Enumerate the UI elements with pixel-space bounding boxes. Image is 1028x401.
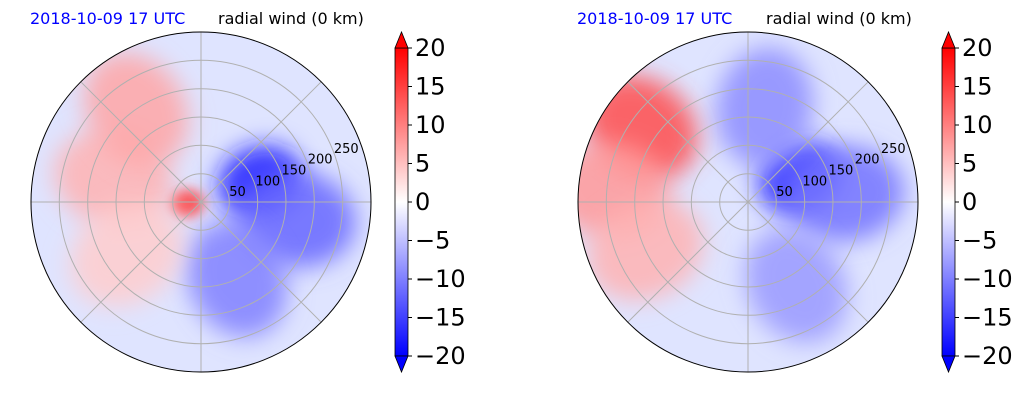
colorbar-tick-label: −10 <box>415 265 466 293</box>
chart-title: radial wind (0 km) <box>218 9 364 28</box>
colorbar-tick-label: 5 <box>415 150 430 178</box>
azimuth-gridline <box>627 81 749 203</box>
polar-grid <box>578 32 918 372</box>
radial-tick-label: 200 <box>308 153 333 168</box>
azimuth-gridline <box>200 201 322 323</box>
colorbar-extend-max <box>394 30 409 49</box>
radial-tick-label: 150 <box>829 164 854 179</box>
colorbar-tick-label: −20 <box>962 342 1013 370</box>
colorbar-extend-min <box>394 355 409 374</box>
colorbar-tick-label: 10 <box>415 111 446 139</box>
azimuth-gridline <box>747 81 869 203</box>
radial-tick-label: 250 <box>334 142 359 157</box>
colorbar-tick-label: 20 <box>962 34 993 62</box>
colorbar-tick-label: −15 <box>415 304 466 332</box>
colorbar-tick-label: 0 <box>415 188 430 216</box>
polar-frame <box>577 31 919 373</box>
radial-tick-label: 100 <box>802 174 827 189</box>
field-positive-southwest <box>70 201 184 307</box>
polar-panel-1: 2018-10-09 17 UTC radial wind (0 km) 501… <box>30 9 466 374</box>
colorbar: 20 15 10 5 0 −5 −10 −15 −20 <box>394 30 466 374</box>
time-label: 2018-10-09 17 UTC <box>577 9 732 28</box>
azimuth-gridline <box>80 201 202 323</box>
radial-tick-label: 100 <box>255 174 280 189</box>
chart-title: radial wind (0 km) <box>766 9 912 28</box>
time-label: 2018-10-09 17 UTC <box>30 9 185 28</box>
colorbar-tick-label: −10 <box>962 265 1013 293</box>
radial-tick-label: 50 <box>776 185 793 200</box>
colorbar: 20 15 10 5 0 −5 −10 −15 −20 <box>941 30 1013 374</box>
radial-tick-label: 200 <box>855 153 880 168</box>
field-negative-north <box>716 47 814 167</box>
colorbar-tick-label: 0 <box>962 188 977 216</box>
colorbar-tick-label: −5 <box>962 227 997 255</box>
colorbar-tick-label: 15 <box>415 73 446 101</box>
radial-tick-label: 150 <box>282 164 307 179</box>
colorbar-bar <box>394 47 409 357</box>
azimuth-gridline <box>80 81 202 203</box>
polar-frame <box>30 31 372 373</box>
azimuth-gridline <box>200 81 322 203</box>
polar-grid <box>31 32 371 372</box>
colorbar-tick-label: 5 <box>962 150 977 178</box>
colorbar-tick-label: 20 <box>415 34 446 62</box>
colorbar-bar <box>941 47 956 357</box>
colorbar-extend-max <box>941 30 956 49</box>
colorbar-tick-label: −20 <box>415 342 466 370</box>
polar-panel-2: 2018-10-09 17 UTC radial wind (0 km) 501… <box>577 9 1013 374</box>
field-negative-south <box>744 228 848 343</box>
azimuth-gridline <box>627 201 749 323</box>
colorbar-extend-min <box>941 355 956 374</box>
colorbar-tick-label: −5 <box>415 227 450 255</box>
azimuth-gridline <box>747 201 869 323</box>
colorbar-tick-label: 15 <box>962 73 993 101</box>
colorbar-tick-label: 10 <box>962 111 993 139</box>
field-negative-broad <box>784 145 904 242</box>
radial-tick-label: 250 <box>881 142 906 157</box>
radial-tick-label: 50 <box>229 185 246 200</box>
colorbar-tick-label: −15 <box>962 304 1013 332</box>
